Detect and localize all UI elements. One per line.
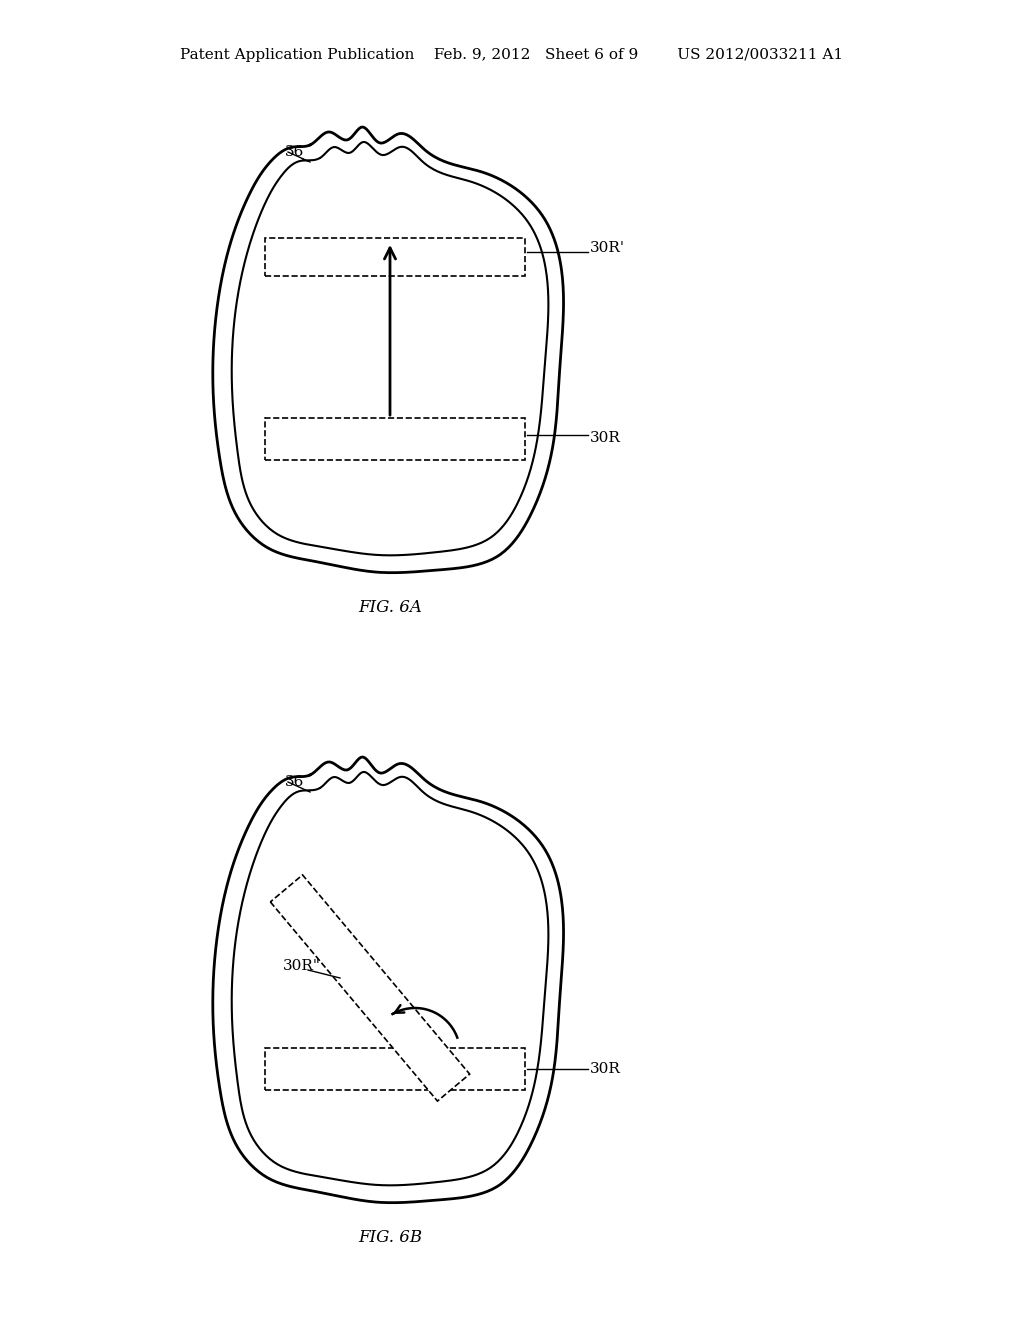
Text: 30R": 30R" — [283, 960, 321, 973]
Text: 30R': 30R' — [590, 242, 625, 255]
Text: FIG. 6B: FIG. 6B — [358, 1229, 422, 1246]
FancyBboxPatch shape — [265, 238, 525, 276]
Text: 36: 36 — [286, 145, 305, 158]
Polygon shape — [270, 875, 470, 1101]
FancyBboxPatch shape — [265, 418, 525, 459]
Text: 30R: 30R — [590, 432, 621, 445]
Text: Patent Application Publication    Feb. 9, 2012   Sheet 6 of 9        US 2012/003: Patent Application Publication Feb. 9, 2… — [180, 48, 844, 62]
Text: 36: 36 — [286, 775, 305, 789]
FancyBboxPatch shape — [265, 1048, 525, 1090]
Text: 30R: 30R — [590, 1063, 621, 1076]
Text: FIG. 6A: FIG. 6A — [358, 599, 422, 616]
